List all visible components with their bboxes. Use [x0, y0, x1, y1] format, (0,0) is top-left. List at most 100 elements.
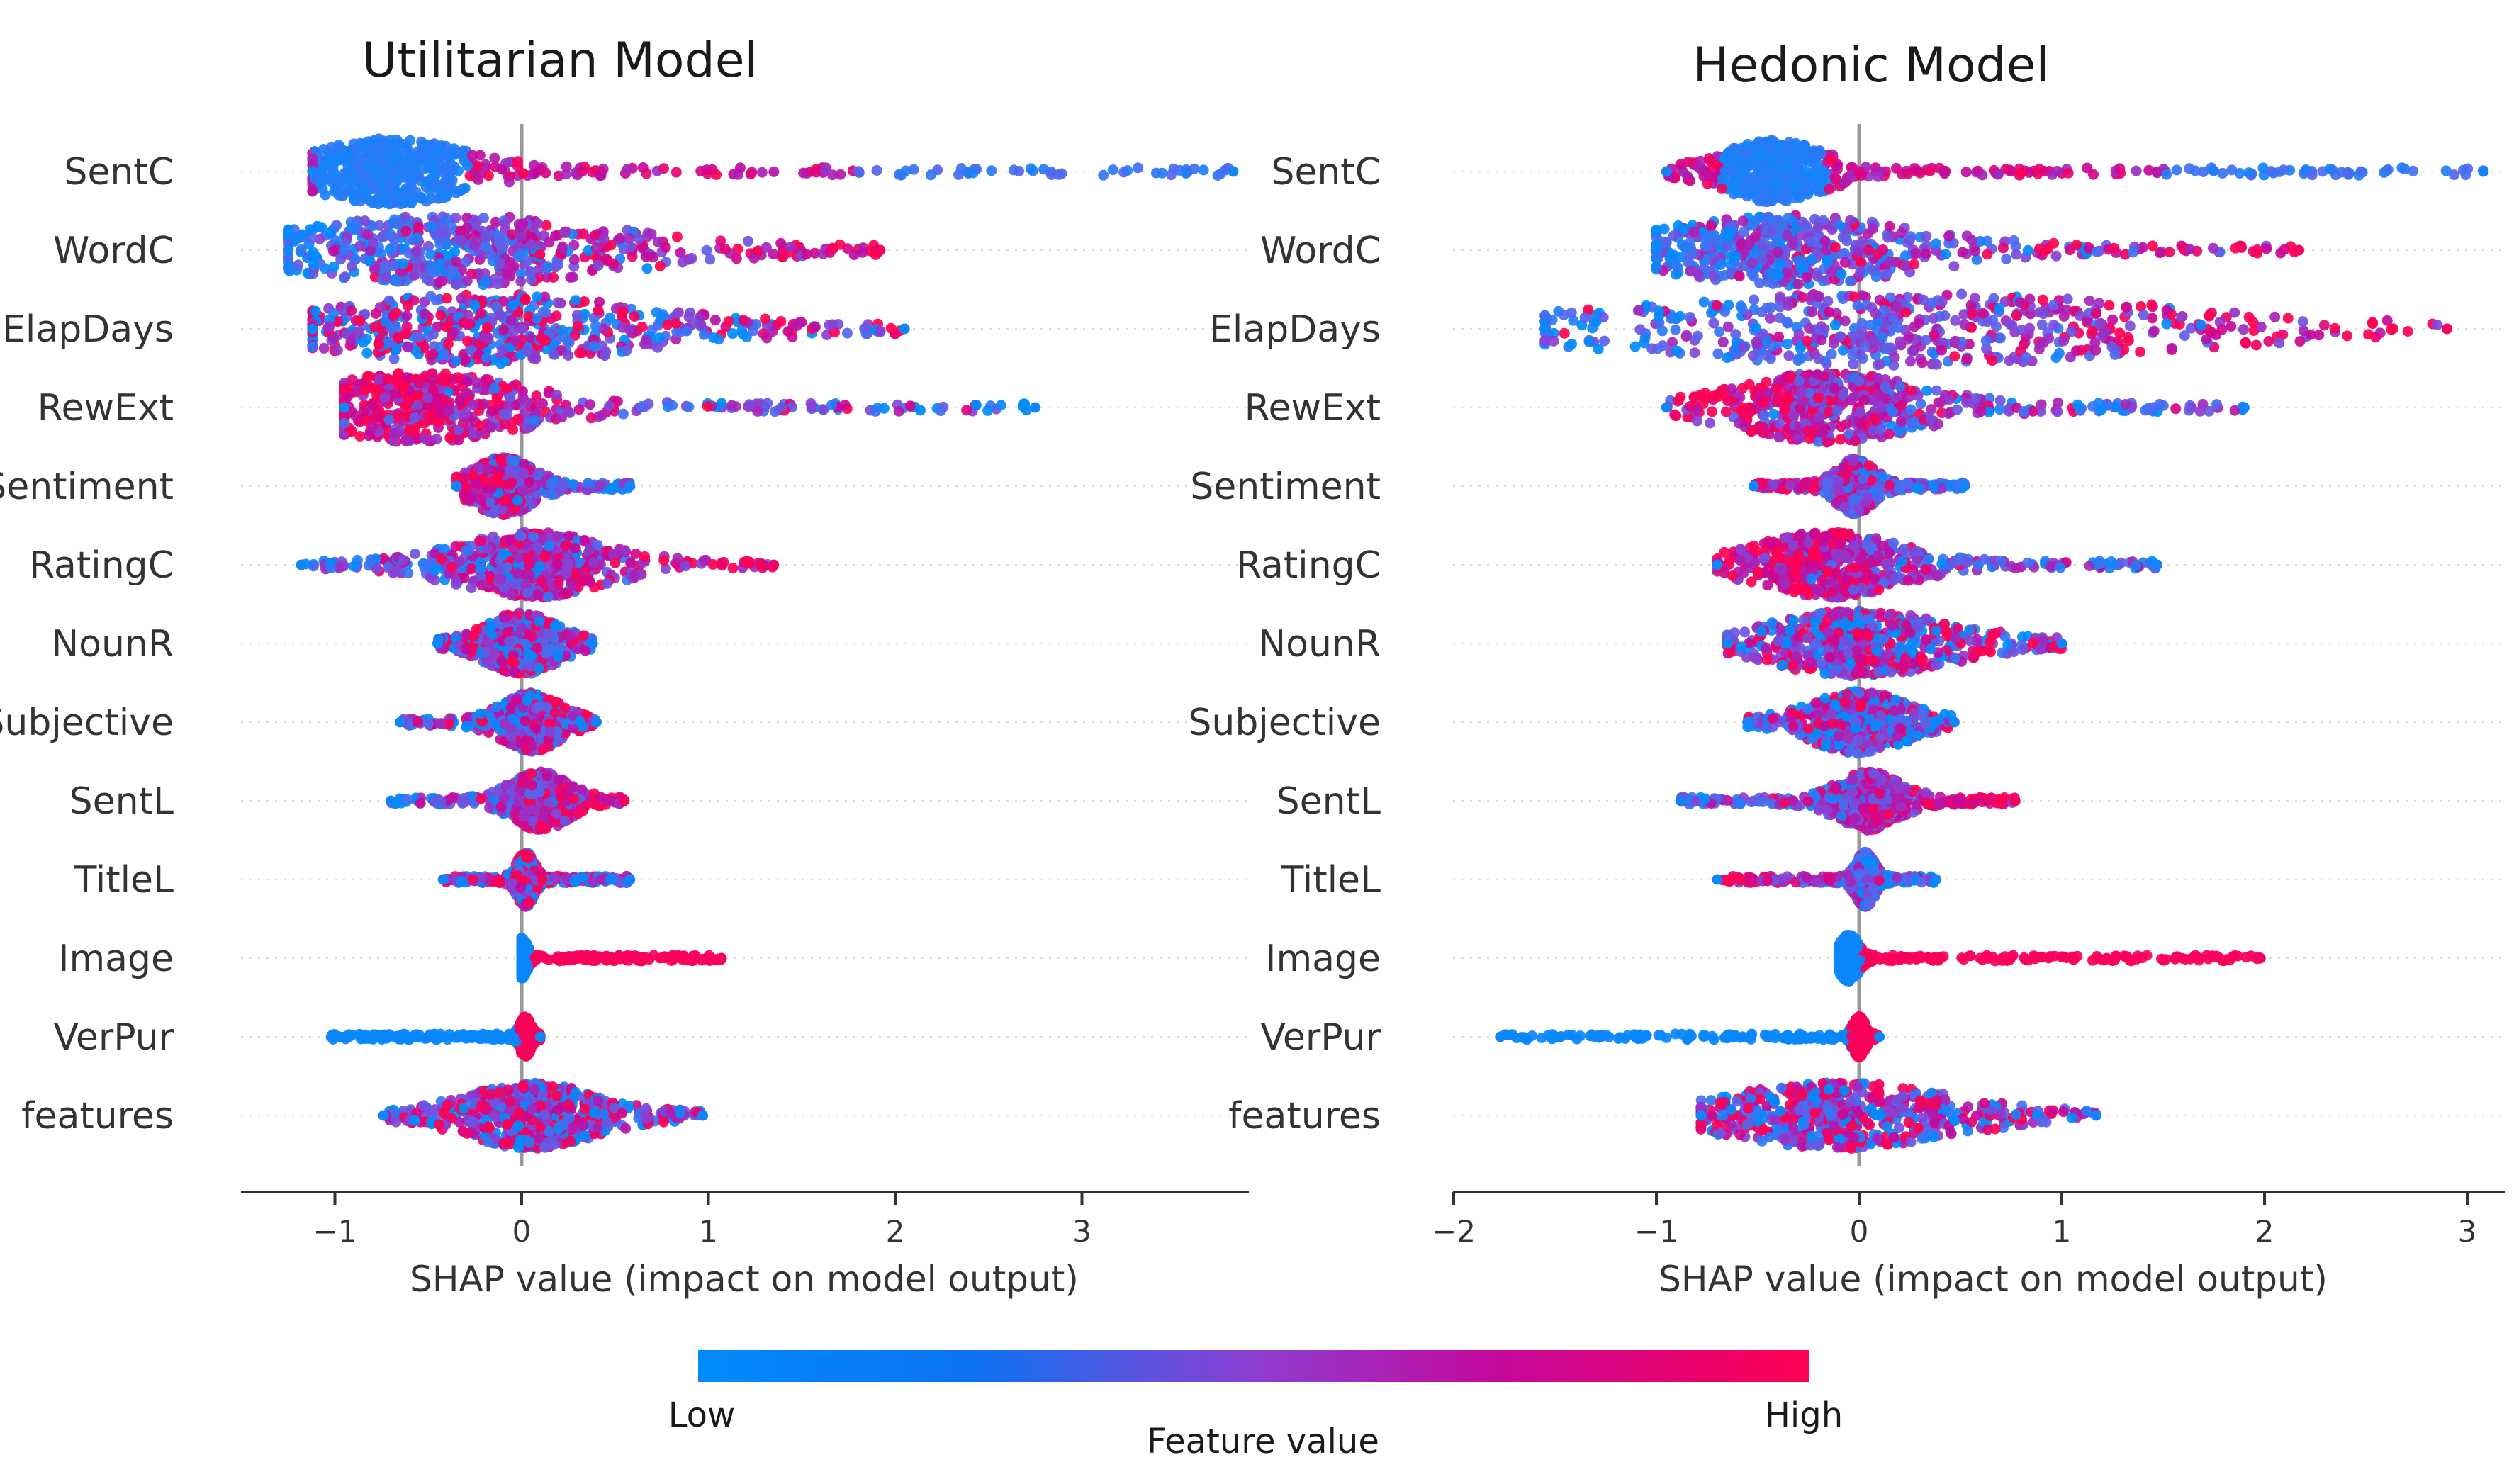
data-point [505, 589, 517, 600]
data-point [801, 249, 812, 260]
data-point [798, 167, 809, 179]
data-point [489, 152, 500, 164]
data-point [345, 335, 357, 347]
data-point [561, 540, 572, 551]
data-point [758, 328, 769, 339]
data-point [392, 332, 403, 343]
data-point [400, 194, 412, 206]
data-point [617, 306, 629, 317]
data-point [495, 258, 506, 269]
data-point [517, 467, 529, 478]
data-point [660, 242, 671, 253]
data-point [646, 228, 657, 240]
data-point [520, 744, 532, 755]
data-point [544, 726, 556, 737]
data-point [481, 322, 493, 333]
data-point [574, 716, 585, 727]
data-point [388, 260, 399, 271]
data-point [608, 258, 619, 269]
data-point [407, 174, 418, 186]
data-point [478, 213, 489, 223]
data-point [398, 258, 409, 269]
data-point [476, 793, 487, 804]
data-point [579, 534, 590, 546]
data-point [491, 392, 503, 403]
data-point [512, 156, 523, 167]
data-point [435, 310, 447, 321]
data-point [570, 543, 581, 554]
data-point [451, 256, 462, 267]
data-point [573, 808, 584, 819]
data-point [598, 233, 610, 244]
data-point [372, 411, 383, 422]
data-point [588, 557, 600, 568]
data-point [512, 568, 523, 579]
data-point [332, 344, 343, 356]
data-point [1212, 170, 1223, 181]
data-point [702, 400, 713, 412]
data-point [439, 394, 450, 405]
data-point [520, 294, 531, 305]
data-point [562, 558, 573, 570]
data-point [515, 276, 527, 287]
data-point [502, 562, 512, 573]
data-point [454, 395, 466, 407]
data-point [967, 167, 979, 179]
feature-swarm-Subjective [395, 687, 602, 757]
data-point [698, 555, 709, 566]
data-point [567, 479, 578, 490]
data-point [283, 244, 294, 256]
data-point [384, 179, 395, 191]
data-point [935, 405, 946, 417]
data-point [636, 400, 648, 412]
data-point [841, 327, 853, 339]
data-point [743, 399, 755, 410]
data-point [785, 242, 796, 253]
data-point [542, 741, 554, 752]
data-point [436, 553, 447, 565]
data-point [515, 249, 526, 260]
panel-title-utilitarian: Utilitarian Model [362, 33, 758, 89]
data-point [561, 161, 572, 172]
data-point [1025, 163, 1036, 174]
data-point [485, 622, 496, 633]
data-point [497, 345, 508, 356]
data-point [961, 405, 972, 416]
data-point [308, 259, 319, 271]
data-point [458, 317, 469, 328]
data-point [460, 354, 471, 365]
data-point [488, 531, 499, 542]
data-point [525, 274, 537, 285]
data-point [731, 253, 742, 264]
data-point [986, 165, 997, 176]
data-point [683, 401, 695, 412]
data-point [460, 407, 471, 419]
data-point [485, 249, 496, 260]
data-point [490, 701, 502, 712]
data-point [680, 561, 691, 572]
data-point [473, 461, 485, 473]
data-point [542, 261, 554, 272]
data-point [376, 196, 388, 208]
data-point [695, 319, 707, 330]
data-point [413, 221, 424, 232]
data-point [349, 222, 359, 233]
data-point [339, 244, 350, 256]
data-point [900, 165, 911, 176]
data-point [587, 638, 598, 649]
data-point [375, 248, 386, 259]
data-point [434, 718, 446, 729]
data-point [307, 185, 318, 196]
data-point [332, 154, 344, 166]
data-point [436, 228, 447, 239]
data-point [478, 279, 489, 291]
data-point [358, 337, 369, 348]
data-point [570, 570, 581, 582]
data-point [503, 176, 515, 188]
data-point [412, 232, 423, 244]
data-point [629, 311, 640, 322]
data-point [842, 243, 853, 254]
data-point [451, 355, 462, 366]
data-point [893, 405, 904, 417]
data-point [532, 642, 543, 653]
